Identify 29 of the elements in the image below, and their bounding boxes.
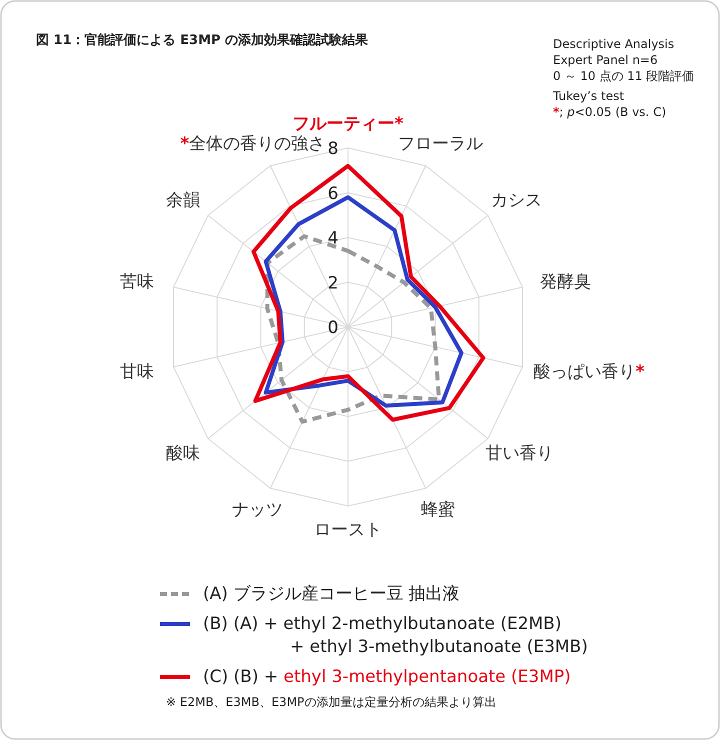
text: Expert Panel n=6: [553, 53, 658, 67]
spoke-label: *全体の香りの強さ: [180, 134, 326, 154]
spoke-label: 余韻: [166, 190, 200, 210]
spoke-label: フローラル: [398, 134, 483, 154]
spoke-label: フルーティー*: [292, 114, 404, 134]
spoke-label: 苦味: [120, 272, 154, 292]
chart-title: 図 11：官能評価による E3MP の添加効果確認試験結果: [36, 32, 370, 48]
spoke-label: ロースト: [314, 520, 382, 540]
y-tick-label: 2: [328, 273, 338, 294]
spoke-label: 酸っぱい香り*: [534, 362, 645, 382]
spoke-label: ナッツ: [232, 500, 283, 520]
y-tick-label: 6: [328, 184, 338, 204]
legend-item: (B) (A) + ethyl 2-methylbutanoate (E2MB) + ethyl 3-methylbutanoate (E3MB): [160, 614, 588, 657]
y-tick-label: 4: [328, 228, 338, 248]
text: 0 ～ 10 点の 11 段階評価: [553, 69, 694, 83]
spoke-label: 甘味: [120, 362, 154, 382]
spoke-label: 発酵臭: [540, 272, 592, 292]
text: *; p<0.05 (B vs. C): [553, 105, 666, 119]
legend-item: (A) ブラジル産コーヒー豆 抽出液: [160, 584, 460, 604]
legend-item: (C) (B) + ethyl 3-methylpentanoate (E3MP): [160, 667, 571, 687]
text: Descriptive Analysis: [553, 37, 674, 51]
spoke-label: カシス: [490, 190, 542, 210]
text: Tukey’s test: [552, 89, 624, 103]
spoke-label: 甘い香り: [486, 444, 554, 464]
y-tick-label: 0: [328, 318, 338, 338]
spoke-label: 蜂蜜: [420, 500, 455, 520]
spoke-label: 酸味: [166, 444, 200, 464]
y-tick-label: 8: [328, 139, 338, 159]
text: ※ E2MB、E3MB、E3MPの添加量は定量分析の結果より算出: [166, 695, 496, 709]
